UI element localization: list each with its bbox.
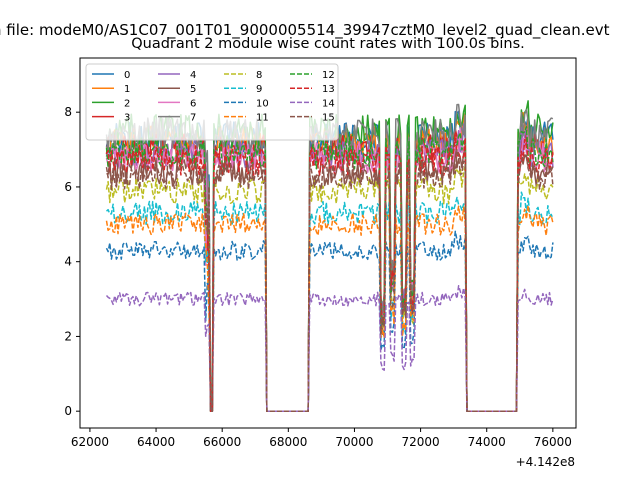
legend-label: 11 [256, 113, 269, 124]
x-tick-label: 64000 [137, 435, 175, 449]
legend-label: 4 [190, 70, 196, 81]
series-line-9 [105, 191, 554, 412]
x-tick-label: 68000 [269, 435, 307, 449]
y-axis: 0 2 4 6 8 [64, 105, 80, 418]
x-axis: 62000 64000 66000 68000 70000 72000 74000 76000 [71, 428, 572, 449]
y-tick-label: 8 [64, 105, 72, 119]
x-tick-label: 66000 [203, 435, 241, 449]
legend-label: 6 [190, 98, 196, 109]
series-line-10 [105, 230, 554, 412]
legend-box [85, 63, 339, 141]
legend-label: 7 [190, 113, 196, 124]
series-line-8 [105, 164, 554, 412]
x-offset-label: +4.142e8 [516, 455, 575, 469]
chart-title: Quadrant 2 module wise count rates with … [131, 36, 525, 52]
x-tick-label: 72000 [401, 435, 439, 449]
legend-label: 1 [124, 84, 130, 95]
plot-frame [79, 57, 577, 429]
legend-label: 9 [256, 84, 262, 95]
x-tick-label: 70000 [335, 435, 373, 449]
legend-label: 3 [124, 113, 130, 124]
legend-label: 13 [322, 84, 335, 95]
legend-label: 0 [124, 70, 130, 81]
series-line-15 [105, 149, 554, 412]
x-tick-label: 62000 [71, 435, 109, 449]
x-tick-label: 76000 [534, 435, 572, 449]
legend-label: 8 [256, 70, 262, 81]
legend-label: 14 [322, 98, 335, 109]
y-tick-label: 2 [64, 329, 72, 343]
legend-label: 10 [256, 98, 269, 109]
series-line-13 [105, 134, 554, 412]
series-layer [105, 100, 554, 412]
series-line-11 [105, 204, 554, 412]
series-line-14 [105, 285, 554, 412]
figure-suptitle: n file: modeM0/AS1C07_001T01_9000005514_… [0, 21, 610, 39]
legend-label: 12 [322, 70, 335, 81]
legend-label: 15 [322, 113, 335, 124]
y-tick-label: 4 [64, 255, 72, 269]
x-tick-label: 74000 [468, 435, 506, 449]
legend-label: 5 [190, 84, 196, 95]
y-tick-label: 6 [64, 180, 72, 194]
legend-label: 2 [124, 98, 130, 109]
y-tick-label: 0 [64, 404, 72, 418]
